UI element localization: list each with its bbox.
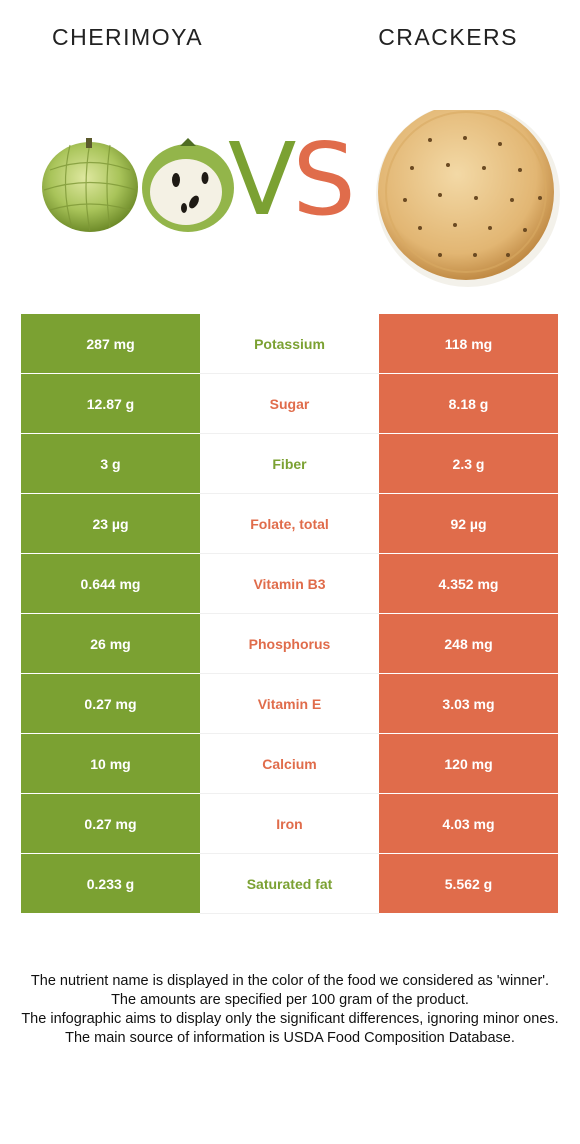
footnote-line: The infographic aims to display only the…	[21, 1011, 559, 1027]
right-food-title: CRACKERS	[378, 24, 518, 50]
food-images	[42, 110, 560, 287]
nutrient-name-cell: Potassium	[200, 314, 379, 374]
table-row: 3 g Fiber 2.3 g	[21, 433, 558, 494]
right-value-cell: 248 mg	[379, 613, 558, 674]
left-value-cell: 26 mg	[21, 613, 200, 674]
left-food-title: CHERIMOYA	[52, 24, 204, 50]
table-row: 0.27 mg Iron 4.03 mg	[21, 793, 558, 854]
left-value-cell: 23 µg	[21, 493, 200, 554]
right-value-cell: 92 µg	[379, 493, 558, 554]
left-value-cell: 12.87 g	[21, 373, 200, 434]
table-row: 10 mg Calcium 120 mg	[21, 733, 558, 794]
nutrient-name-cell: Vitamin B3	[200, 553, 379, 614]
nutrient-name-cell: Fiber	[200, 433, 379, 494]
nutrient-name-cell: Phosphorus	[200, 613, 379, 674]
crackers-image	[376, 110, 560, 287]
left-value-cell: 0.27 mg	[21, 673, 200, 734]
table-row: 0.27 mg Vitamin E 3.03 mg	[21, 673, 558, 734]
left-value-cell: 10 mg	[21, 733, 200, 794]
vs-v: V	[228, 121, 296, 238]
table-row: 0.233 g Saturated fat 5.562 g	[21, 853, 558, 914]
right-value-cell: 2.3 g	[379, 433, 558, 494]
table-row: 287 mg Potassium 118 mg	[21, 314, 558, 374]
table-row: 23 µg Folate, total 92 µg	[21, 493, 558, 554]
nutrient-name-cell: Sugar	[200, 373, 379, 434]
left-value-cell: 0.233 g	[21, 853, 200, 914]
left-value-cell: 287 mg	[21, 314, 200, 374]
footnote-line: The nutrient name is displayed in the co…	[30, 973, 550, 989]
nutrient-name-cell: Saturated fat	[200, 853, 379, 914]
left-value-cell: 3 g	[21, 433, 200, 494]
right-value-cell: 118 mg	[379, 314, 558, 374]
table-row: 26 mg Phosphorus 248 mg	[21, 613, 558, 674]
right-value-cell: 8.18 g	[379, 373, 558, 434]
cherimoya-whole-image	[42, 138, 138, 233]
footnote-line: The amounts are specified per 100 gram o…	[111, 992, 469, 1008]
right-value-cell: 4.352 mg	[379, 553, 558, 614]
vs-s: S	[292, 121, 356, 238]
nutrient-name-cell: Vitamin E	[200, 673, 379, 734]
footnote-line: The main source of information is USDA F…	[65, 1030, 515, 1046]
left-value-cell: 0.27 mg	[21, 793, 200, 854]
table-row: 12.87 g Sugar 8.18 g	[21, 373, 558, 434]
right-value-cell: 3.03 mg	[379, 673, 558, 734]
vs-label: VS	[228, 130, 356, 230]
right-value-cell: 120 mg	[379, 733, 558, 794]
footnote: The nutrient name is displayed in the co…	[10, 972, 570, 1048]
nutrient-name-cell: Folate, total	[200, 493, 379, 554]
right-value-cell: 4.03 mg	[379, 793, 558, 854]
nutrient-name-cell: Calcium	[200, 733, 379, 794]
table-row: 0.644 mg Vitamin B3 4.352 mg	[21, 553, 558, 614]
right-value-cell: 5.562 g	[379, 853, 558, 914]
nutrient-name-cell: Iron	[200, 793, 379, 854]
left-value-cell: 0.644 mg	[21, 553, 200, 614]
cherimoya-half-image	[142, 138, 234, 232]
